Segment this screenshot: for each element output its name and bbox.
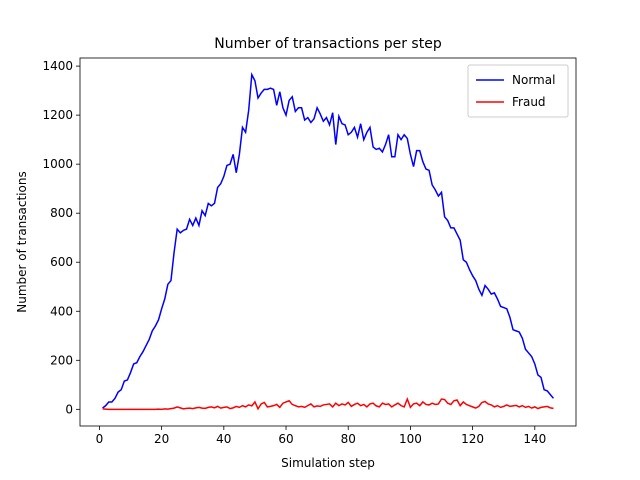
y-tick-label: 1200 bbox=[42, 108, 73, 122]
x-tick-label: 120 bbox=[461, 432, 484, 446]
y-tick-label: 200 bbox=[50, 353, 73, 367]
legend-label: Normal bbox=[512, 73, 555, 87]
x-tick-label: 20 bbox=[154, 432, 169, 446]
legend-box bbox=[467, 64, 569, 118]
chart-title: Number of transactions per step bbox=[214, 36, 442, 52]
x-tick-label: 100 bbox=[399, 432, 422, 446]
y-tick-label: 1400 bbox=[42, 59, 73, 73]
y-tick-label: 800 bbox=[50, 206, 73, 220]
y-tick-label: 600 bbox=[50, 255, 73, 269]
x-tick-label: 40 bbox=[216, 432, 231, 446]
y-tick-label: 1000 bbox=[42, 157, 73, 171]
x-tick-label: 0 bbox=[96, 432, 104, 446]
y-axis-label: Number of transactions bbox=[15, 171, 29, 312]
plot-frame bbox=[79, 57, 577, 427]
y-tick-label: 0 bbox=[65, 402, 73, 416]
line-series bbox=[102, 71, 555, 409]
line-series bbox=[102, 396, 554, 411]
y-tick-label: 400 bbox=[50, 304, 73, 318]
legend-label: Fraud bbox=[512, 95, 546, 109]
x-axis-label: Simulation step bbox=[281, 456, 375, 470]
x-tick-label: 60 bbox=[278, 432, 293, 446]
x-tick-label: 140 bbox=[523, 432, 546, 446]
x-tick-label: 80 bbox=[341, 432, 356, 446]
